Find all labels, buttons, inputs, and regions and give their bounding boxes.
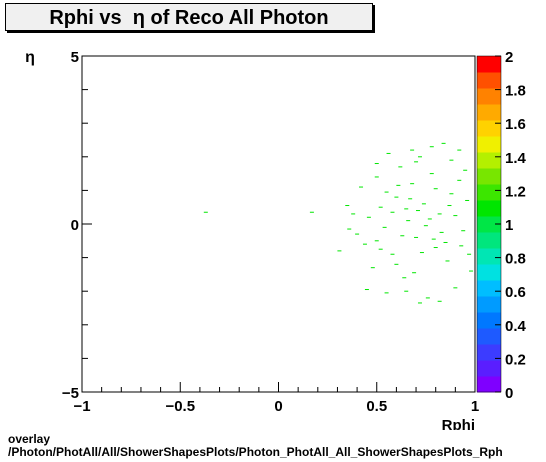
colorbar-bin — [477, 88, 501, 105]
footer-text: overlay /Photon/PhotAll/All/ShowerShapes… — [8, 433, 503, 459]
z-tick-label: 0.8 — [505, 251, 526, 268]
y-tick-label: 0 — [71, 217, 79, 234]
colorbar-bin — [477, 360, 501, 377]
colorbar-bin — [477, 200, 501, 217]
z-tick-label: 0.6 — [505, 284, 526, 301]
x-tick-label: 0 — [274, 398, 282, 415]
z-tick-label: 1.6 — [505, 116, 526, 133]
title-box: Rphi vs η of Reco All Photon — [5, 3, 373, 31]
y-tick-label: −5 — [62, 385, 79, 402]
z-tick-label: 1.2 — [505, 183, 526, 200]
colorbar-bin — [477, 56, 501, 73]
z-tick-label: 0.4 — [505, 318, 527, 335]
footer-line-2: /Photon/PhotAll/All/ShowerShapesPlots/Ph… — [8, 445, 503, 459]
colorbar-bin — [477, 344, 501, 361]
z-tick-label: 0 — [505, 385, 513, 402]
colorbar-bin — [477, 152, 501, 169]
z-tick-label: 2 — [505, 49, 513, 66]
chart-svg: −1 −0.5 0 0.5 1 −5 0 5 Rphi η 0 0.2 0.4 0.6 0.8 1 1.2 1.4… — [25, 49, 527, 430]
x-axis-label: Rphi — [442, 417, 475, 430]
z-tick-label: 0.2 — [505, 351, 526, 368]
x-tick-label: 1 — [471, 398, 479, 415]
footer-line-1: overlay — [8, 432, 51, 446]
plot-frame — [81, 55, 476, 393]
colorbar-bin — [477, 72, 501, 89]
y-axis-label: η — [25, 49, 35, 66]
x-tick-label: 0.5 — [366, 398, 387, 415]
z-tick-label: 1 — [505, 217, 513, 234]
colorbar-bin — [477, 232, 501, 249]
x-tick-label: −0.5 — [165, 398, 195, 415]
colorbar-bin — [477, 248, 501, 265]
colorbar-bin — [477, 120, 501, 137]
colorbar-bin — [477, 296, 501, 313]
colorbar-bin — [477, 104, 501, 121]
colorbar-bin — [477, 328, 501, 345]
z-tick-label: 1.8 — [505, 83, 526, 100]
z-tick-label: 1.4 — [505, 150, 527, 167]
chart-title: Rphi vs η of Reco All Photon — [49, 7, 329, 29]
colorbar-bin — [477, 136, 501, 153]
x-tick-label: −1 — [73, 398, 90, 415]
colorbar-bin — [477, 376, 501, 393]
colorbar-bin — [477, 168, 501, 185]
y-tick-label: 5 — [71, 49, 79, 66]
colorbar-bin — [477, 312, 501, 329]
colorbar-bin — [477, 216, 501, 233]
colorbar-bin — [477, 184, 501, 201]
colorbar-bin — [477, 280, 501, 297]
colorbar-bin — [477, 264, 501, 281]
